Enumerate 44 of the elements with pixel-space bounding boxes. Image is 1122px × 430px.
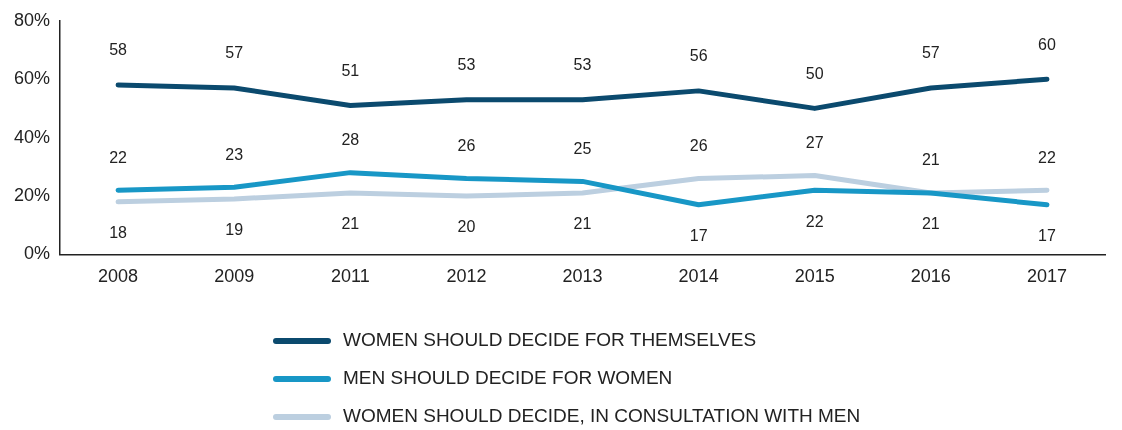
data-label: 21 [921, 151, 940, 169]
x-tick-label: 2017 [1026, 266, 1067, 287]
y-tick-label: 0% [24, 243, 51, 264]
data-label: 23 [225, 145, 244, 163]
data-label: 22 [109, 148, 128, 166]
data-label: 25 [573, 139, 592, 157]
data-label: 57 [225, 44, 244, 62]
y-tick-label: 20% [14, 184, 51, 205]
y-tick-label: 40% [14, 126, 51, 147]
x-tick-label: 2016 [910, 266, 951, 287]
data-label: 60 [1038, 35, 1056, 53]
y-tick-label: 80% [14, 9, 51, 30]
legend-label: MEN SHOULD DECIDE FOR WOMEN [343, 367, 673, 389]
data-label: 17 [1038, 227, 1056, 245]
data-label: 22 [1038, 148, 1056, 166]
data-label: 20 [457, 218, 476, 236]
x-tick-label: 2014 [678, 266, 719, 287]
legend-label: WOMEN SHOULD DECIDE FOR THEMSELVES [343, 329, 757, 351]
x-tick-label: 2011 [330, 266, 370, 287]
data-label: 26 [457, 136, 476, 154]
x-tick-label: 2012 [446, 266, 487, 287]
data-label: 57 [921, 44, 940, 62]
x-tick-label: 2015 [794, 266, 835, 287]
x-tick-label: 2009 [214, 266, 255, 287]
data-label: 53 [573, 56, 592, 74]
data-label: 51 [341, 61, 360, 79]
x-tick-label: 2013 [562, 266, 603, 287]
data-label: 21 [573, 215, 592, 233]
data-label: 21 [921, 215, 940, 233]
data-label: 53 [457, 56, 476, 74]
data-label: 22 [805, 212, 824, 230]
data-label: 26 [689, 136, 708, 154]
data-label: 17 [689, 227, 708, 245]
data-label: 19 [225, 221, 244, 239]
y-tick-label: 60% [14, 68, 51, 89]
data-label: 58 [109, 41, 128, 59]
legend-label: WOMEN SHOULD DECIDE, IN CONSULTATION WITH MEN [343, 405, 861, 427]
data-label: 28 [341, 131, 360, 149]
data-label: 18 [109, 224, 128, 242]
x-tick-label: 2008 [98, 266, 139, 287]
data-label: 21 [341, 215, 360, 233]
data-label: 27 [805, 133, 824, 151]
data-label: 50 [805, 64, 824, 82]
data-label: 56 [689, 47, 708, 65]
